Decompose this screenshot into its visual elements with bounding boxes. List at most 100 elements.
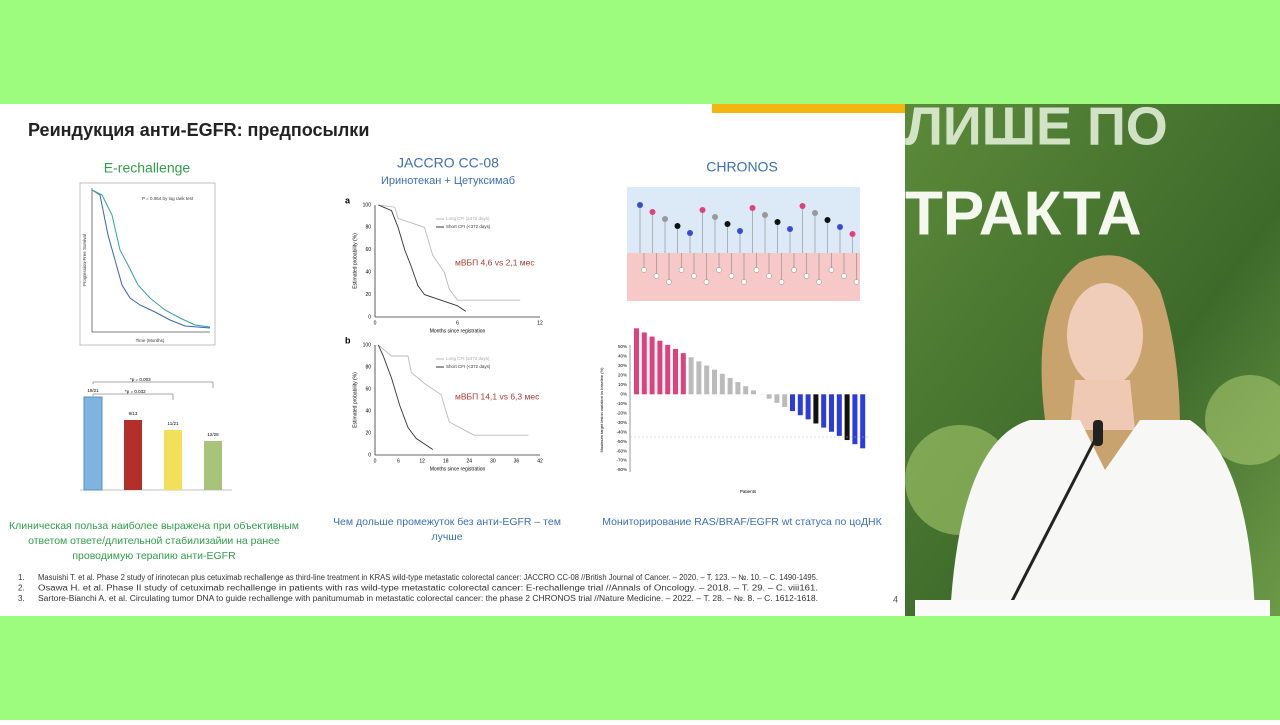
figure-bar-label: 12/28	[207, 432, 219, 437]
lollipop-head	[829, 268, 834, 273]
axis-label: Months since registration	[430, 466, 486, 472]
tick-label: 80	[365, 225, 371, 231]
tick-label: 30	[490, 458, 496, 464]
waterfall-bar	[657, 341, 662, 395]
tick-label: 100	[363, 342, 372, 348]
tick-label: 0	[368, 452, 371, 458]
panel-caption: Мониторирование RAS/BRAF/EGFR wt статуса…	[602, 516, 882, 528]
waterfall-bar	[642, 332, 647, 394]
figure-bar-label: 9/13	[129, 411, 138, 416]
panel-letter: b	[345, 335, 351, 345]
figure-bar	[204, 441, 222, 490]
waterfall-bar	[634, 328, 639, 394]
lollipop-head	[754, 268, 759, 273]
lollipop-head	[675, 223, 681, 229]
lollipop-head	[692, 274, 697, 279]
tick-label: 18	[443, 458, 449, 464]
panel-caption: лучше	[431, 531, 462, 543]
lollipop-head	[637, 202, 643, 208]
panel-caption: ответом ответе/длительной стабилизайии н…	[28, 535, 280, 547]
waterfall-bar	[790, 394, 795, 411]
waterfall-bar	[735, 382, 740, 394]
waterfall-bar	[665, 345, 670, 394]
lollipop-head	[825, 217, 831, 223]
tick-label: 60	[365, 386, 371, 392]
wall-text: ТРАКТА	[905, 179, 1142, 248]
lollipop-head	[817, 280, 822, 285]
lollipop-head	[662, 216, 668, 222]
slide-title: Реиндукция анти-EGFR: предпосылки	[28, 120, 369, 140]
lollipop-head	[750, 205, 756, 211]
axis-label: Estimated probability (%)	[352, 372, 358, 428]
lollipop-head	[775, 219, 781, 225]
figure-annotation: P = 0.064 by log rank test	[142, 196, 194, 201]
lollipop-head	[842, 274, 847, 279]
tick-label: 40	[365, 408, 371, 414]
panel-heading: E-rechallenge	[104, 160, 191, 176]
lollipop-head	[767, 274, 772, 279]
tick-label: 60	[365, 247, 371, 253]
lollipop-head	[642, 268, 647, 273]
waterfall-bar	[837, 394, 842, 436]
figure-bar	[164, 430, 182, 490]
lollipop-head	[700, 207, 706, 213]
panel-caption: Чем дольше промежуток без анти-EGFR – те…	[333, 516, 561, 528]
tick-label: -50%	[616, 439, 627, 444]
axis-label: Estimated probability (%)	[352, 233, 358, 289]
tick-label: -10%	[616, 401, 627, 406]
tick-label: 100	[363, 202, 372, 208]
waterfall-bar	[806, 394, 811, 419]
tick-label: -70%	[616, 458, 627, 463]
lollipop-head	[729, 274, 734, 279]
axis-label: Months since registration	[430, 328, 486, 334]
waterfall-bar	[650, 337, 655, 395]
waterfall-bar	[829, 394, 834, 431]
tick-label: 0	[374, 320, 377, 326]
tick-label: 12	[537, 320, 543, 326]
slide-accent-bar	[712, 104, 905, 113]
waterfall-bar	[821, 394, 826, 427]
lollipop-head	[804, 274, 809, 279]
reference-number: 1.	[18, 573, 25, 582]
panel-caption: Клиническая польза наиболее выражена при…	[9, 520, 299, 532]
waterfall-bar	[860, 394, 865, 448]
waterfall-bar	[774, 394, 779, 402]
lollipop-head	[712, 214, 718, 220]
waterfall-bar	[704, 366, 709, 395]
axis-label: Patients	[740, 489, 757, 494]
legend-entry: Short CFI (<372 days)	[446, 364, 491, 369]
waterfall-bar	[673, 349, 678, 394]
tick-label: 6	[397, 458, 400, 464]
reference-text: Sartore-Bianchi A. et al. Circulating tu…	[38, 594, 818, 603]
tick-label: -60%	[616, 448, 627, 453]
tick-label: 40	[365, 270, 371, 276]
lollipop-head	[687, 230, 693, 236]
figure-bar	[84, 397, 102, 490]
tick-label: 12	[419, 458, 425, 464]
tick-label: 20	[365, 292, 371, 298]
tick-label: 20%	[618, 373, 627, 378]
page-number: 4	[893, 594, 898, 604]
tick-label: 6	[456, 320, 459, 326]
lollipop-head	[854, 280, 859, 285]
waterfall-bar	[845, 394, 850, 440]
tick-label: 0%	[620, 391, 627, 396]
lollipop-head	[650, 209, 656, 215]
tick-label: -40%	[616, 429, 627, 434]
waterfall-bar	[798, 394, 803, 415]
lollipop-head	[762, 212, 768, 218]
lollipop-head	[704, 280, 709, 285]
waterfall-bar	[712, 370, 717, 395]
podium	[915, 600, 1270, 616]
tick-label: 42	[537, 458, 543, 464]
lollipop-head	[737, 228, 743, 234]
reference-text: Osawa H. et al. Phase II study of cetuxi…	[38, 584, 818, 593]
reference-text: Masuishi T. et al. Phase 2 study of irin…	[38, 573, 818, 582]
tick-label: 50%	[618, 344, 627, 349]
reference-number: 3.	[18, 594, 25, 603]
wall-text: ЛИШЕ ПО	[905, 96, 1168, 156]
figure-annotation: мВБП 4,6 vs 2,1 мес	[455, 257, 535, 267]
panel-subheading: Иринотекан + Цетуксимаб	[381, 175, 515, 187]
lollipop-head	[800, 203, 806, 209]
